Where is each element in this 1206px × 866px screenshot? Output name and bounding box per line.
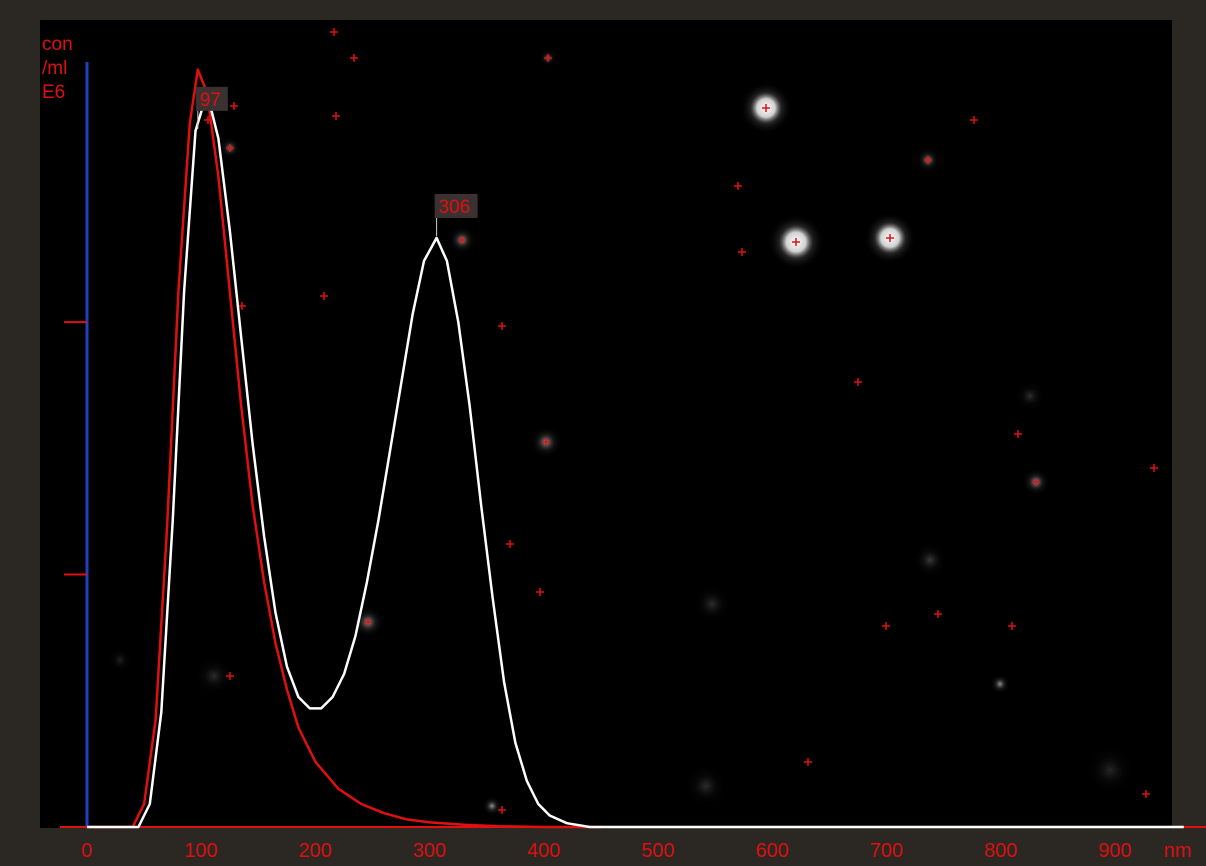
particle-marker bbox=[1014, 430, 1022, 438]
y-ticks bbox=[64, 321, 87, 576]
x-tick-label: 400 bbox=[527, 840, 560, 862]
x-tick-label: 700 bbox=[870, 840, 903, 862]
peak-label: 306 bbox=[439, 197, 471, 218]
particle-marker bbox=[498, 322, 506, 330]
x-unit-label: nm bbox=[1164, 840, 1192, 862]
bottom-frame-strip bbox=[0, 828, 1206, 866]
particle-marker bbox=[970, 116, 978, 124]
particle-marker bbox=[238, 302, 246, 310]
y-unit-line-2: /ml bbox=[42, 58, 67, 79]
x-tick-label: 0 bbox=[81, 840, 92, 862]
particle-marker bbox=[226, 672, 234, 680]
particle-marker bbox=[230, 102, 238, 110]
particle-marker bbox=[734, 182, 742, 190]
peak-label-bg bbox=[434, 193, 478, 218]
x-tick-label: 200 bbox=[299, 840, 332, 862]
particle-marker bbox=[882, 622, 890, 630]
plot-background bbox=[40, 20, 1172, 828]
particle-marker bbox=[226, 144, 234, 152]
particle-markers bbox=[204, 28, 1158, 814]
y-unit-line-3: E6 bbox=[42, 82, 65, 103]
x-tick-label: 900 bbox=[1099, 840, 1132, 862]
peak-label-bg bbox=[195, 86, 228, 111]
particle-marker bbox=[1008, 622, 1016, 630]
particle-marker bbox=[536, 588, 544, 596]
particle-marker bbox=[350, 54, 358, 62]
particle-marker bbox=[320, 292, 328, 300]
particle-marker bbox=[458, 236, 466, 244]
particle-marker bbox=[506, 540, 514, 548]
particle-marker bbox=[804, 758, 812, 766]
x-tick-label: 800 bbox=[984, 840, 1017, 862]
peak-label: 97 bbox=[200, 90, 221, 111]
right-frame-strip bbox=[1172, 20, 1206, 828]
peak-labels: 97 306 bbox=[195, 86, 478, 236]
particle-marker bbox=[1150, 464, 1158, 472]
x-tick-label: 600 bbox=[756, 840, 789, 862]
particle-marker bbox=[934, 610, 942, 618]
particle-marker bbox=[792, 238, 800, 246]
particle-marker bbox=[332, 112, 340, 120]
particle-marker bbox=[364, 618, 372, 626]
x-tick-label: 100 bbox=[185, 840, 218, 862]
x-tick-labels: 0 100 200 300 400 500 600 700 800 900 bbox=[81, 840, 1132, 862]
particle-marker bbox=[330, 28, 338, 36]
particle-marker bbox=[542, 438, 550, 446]
series-line-1 bbox=[87, 68, 602, 829]
y-unit-line-1: con bbox=[42, 34, 73, 55]
particle-marker bbox=[498, 806, 506, 814]
particle-marker bbox=[1032, 478, 1040, 486]
x-tick-label: 500 bbox=[642, 840, 675, 862]
particle-marker bbox=[544, 54, 552, 62]
particle-marker bbox=[886, 234, 894, 242]
particle-marker bbox=[854, 378, 862, 386]
x-tick-label: 300 bbox=[413, 840, 446, 862]
particle-marker bbox=[924, 156, 932, 164]
particle-marker bbox=[738, 248, 746, 256]
particle-marker bbox=[762, 104, 770, 112]
particle-marker bbox=[1142, 790, 1150, 798]
